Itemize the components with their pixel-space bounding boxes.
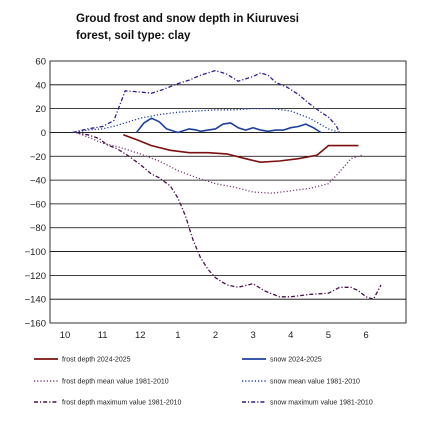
series-line-5 xyxy=(76,131,382,300)
y-tick-label: −120 xyxy=(25,271,46,282)
y-tick-label: 0 xyxy=(41,128,46,139)
plot-area xyxy=(49,60,407,324)
y-tick-label: −60 xyxy=(30,199,46,210)
legend-label-4: snow mean value 1981-2010 xyxy=(270,379,360,386)
grid-lines xyxy=(50,84,406,300)
series-line-1 xyxy=(123,134,359,163)
x-tick-label: 2 xyxy=(213,330,218,341)
chart-title-line-1: Groud frost and snow depth in Kiuruvesi xyxy=(76,13,299,25)
y-tick-label: 20 xyxy=(35,104,46,115)
y-tick-label: −160 xyxy=(25,319,46,330)
y-tick-label: 40 xyxy=(35,80,46,91)
series-line-4 xyxy=(72,107,340,134)
series-lines xyxy=(72,69,382,300)
legend-label-2: snow 2024-2025 xyxy=(270,357,322,364)
x-tick-label: 6 xyxy=(363,330,368,341)
y-tick-label: −140 xyxy=(25,295,46,306)
x-tick-label: 3 xyxy=(250,330,255,341)
legend-label-3: frost depth mean value 1981-2010 xyxy=(62,379,169,386)
x-tick-label: 1 xyxy=(175,330,180,341)
legend-label-5: frost depth maximum value 1981-2010 xyxy=(62,400,182,407)
legend: frost depth 2024-2025 snow 2024-2025 frost… xyxy=(34,357,373,407)
x-tick-label: 12 xyxy=(135,330,146,341)
y-tick-label: −100 xyxy=(25,247,46,258)
chart-title-line-2: forest, soil type: clay xyxy=(76,30,191,42)
chart-title: Groud frost and snow depth in Kiuruvesi … xyxy=(76,11,416,45)
series-line-3 xyxy=(76,131,363,194)
y-tick-label: 60 xyxy=(35,57,46,68)
series-line-6 xyxy=(72,69,341,134)
x-tick-label: 10 xyxy=(60,330,71,341)
x-tick-label: 4 xyxy=(288,330,293,341)
y-axis-ticks: 60 40 20 0 −20 −40 −60 −80 −100 −120 −140 −160 xyxy=(25,57,46,330)
series-line-2 xyxy=(135,117,322,134)
y-tick-label: −80 xyxy=(30,223,46,234)
y-tick-label: −20 xyxy=(30,152,46,163)
x-axis-ticks: 10 11 12 1 2 3 4 5 6 xyxy=(60,330,369,341)
x-tick-label: 5 xyxy=(326,330,331,341)
y-tick-label: −40 xyxy=(30,176,46,187)
legend-label-1: frost depth 2024-2025 xyxy=(62,357,131,364)
x-tick-label: 11 xyxy=(98,330,108,341)
legend-label-6: snow maximum value 1981-2010 xyxy=(270,400,373,407)
